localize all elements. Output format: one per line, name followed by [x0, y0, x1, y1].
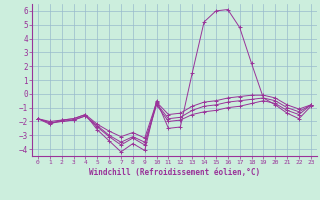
X-axis label: Windchill (Refroidissement éolien,°C): Windchill (Refroidissement éolien,°C) — [89, 168, 260, 177]
